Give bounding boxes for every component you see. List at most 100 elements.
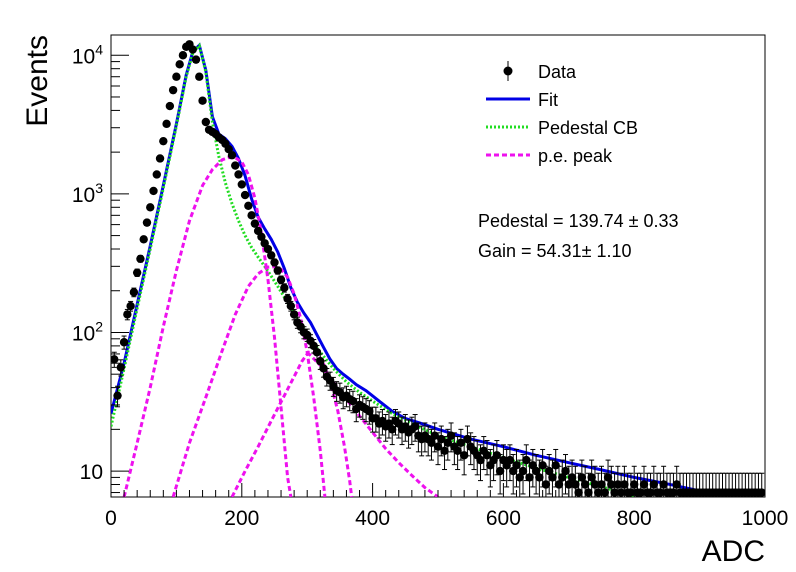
data-point — [512, 461, 521, 470]
data-point — [649, 480, 659, 489]
data-point — [276, 275, 286, 284]
data-point — [152, 170, 161, 179]
data-point — [146, 203, 155, 212]
data-point — [535, 473, 544, 482]
annotation-pedestal: Pedestal = 139.74 ± 0.33 — [478, 211, 679, 231]
data-point — [541, 480, 551, 489]
data-point — [580, 480, 590, 489]
data-point — [607, 480, 616, 489]
data-point — [659, 480, 668, 489]
data-point — [309, 341, 318, 351]
data-point — [672, 480, 681, 489]
data-point — [139, 235, 148, 244]
data-point — [590, 480, 600, 489]
data-point — [273, 266, 282, 275]
data-point — [283, 294, 292, 303]
y-axis: 10 102 103 104 — [72, 41, 129, 494]
data-point — [201, 117, 211, 127]
data-point — [636, 488, 645, 497]
data-point — [577, 473, 587, 482]
data-point — [227, 151, 237, 160]
data-point — [453, 446, 462, 456]
data-point — [286, 301, 296, 311]
legend-pedestal-cb-label: Pedestal CB — [538, 118, 638, 138]
data-point — [443, 438, 453, 447]
series-pedestal-cb — [111, 42, 635, 497]
annotation-gain: Gain = 54.31± 1.10 — [478, 241, 632, 261]
data-point — [162, 119, 171, 129]
data-point — [129, 288, 139, 297]
data-point — [571, 480, 580, 489]
data-point — [574, 488, 583, 497]
data-point — [639, 480, 649, 489]
x-tick-label: 200 — [224, 507, 259, 530]
data-point — [613, 480, 623, 489]
data-point — [123, 310, 132, 319]
x-axis-label: ADC — [702, 535, 765, 568]
data-point — [142, 218, 152, 227]
y-tick-label: 10 — [80, 461, 103, 484]
data-point — [554, 480, 564, 489]
data-point — [240, 190, 250, 200]
data-point — [515, 473, 524, 482]
legend-fit-label: Fit — [538, 90, 558, 110]
data-point — [603, 473, 613, 482]
legend-data-label: Data — [538, 62, 577, 82]
data-point — [365, 407, 374, 416]
data-point — [111, 355, 119, 364]
data-point — [597, 480, 606, 489]
data-point — [149, 186, 158, 196]
data-point — [584, 488, 593, 497]
data-point — [495, 466, 505, 476]
data-point — [132, 268, 142, 277]
data-point — [446, 431, 456, 440]
data-point — [548, 473, 557, 482]
data-point — [280, 283, 289, 293]
data-point — [178, 51, 188, 60]
x-tick-label: 0 — [105, 507, 117, 530]
data-point — [410, 422, 420, 431]
y-tick-label: 102 — [72, 318, 103, 345]
data-point — [440, 446, 449, 456]
data-point — [126, 301, 135, 311]
data-point — [518, 466, 528, 476]
y-tick-label: 104 — [72, 41, 103, 68]
data-point — [626, 488, 636, 497]
data-point — [646, 488, 655, 497]
y-tick-label: 103 — [72, 180, 103, 207]
data-point — [531, 466, 541, 476]
data-point — [165, 101, 175, 111]
data-point — [388, 425, 397, 434]
data-point — [538, 461, 547, 470]
series-p-e-peak-2 — [171, 265, 327, 497]
x-tick-label: 400 — [355, 507, 390, 530]
data-point — [191, 55, 201, 64]
data-point — [316, 357, 325, 366]
data-point — [482, 451, 492, 460]
data-point — [195, 72, 204, 81]
data-point — [476, 455, 485, 465]
data-point — [430, 431, 439, 440]
data-point — [247, 211, 256, 220]
x-axis: 0 200 400 600 800 1000 — [105, 483, 788, 530]
data-point — [433, 442, 443, 451]
data-point — [155, 154, 165, 163]
data-point — [136, 254, 145, 263]
data-point — [544, 466, 554, 476]
data-point — [175, 60, 184, 69]
data-point — [525, 473, 534, 482]
legend-data-marker — [503, 66, 513, 76]
data-point — [587, 473, 596, 482]
x-tick-label: 1000 — [742, 507, 789, 530]
data-point — [551, 461, 560, 470]
data-point — [270, 258, 279, 267]
data-point — [620, 480, 629, 489]
data-point — [492, 451, 502, 460]
data-point — [522, 455, 531, 465]
data-point — [119, 338, 129, 347]
data-point — [561, 466, 570, 476]
data-point — [463, 434, 472, 444]
data-point — [600, 488, 609, 497]
data-point — [244, 201, 253, 211]
data-point — [558, 473, 567, 482]
